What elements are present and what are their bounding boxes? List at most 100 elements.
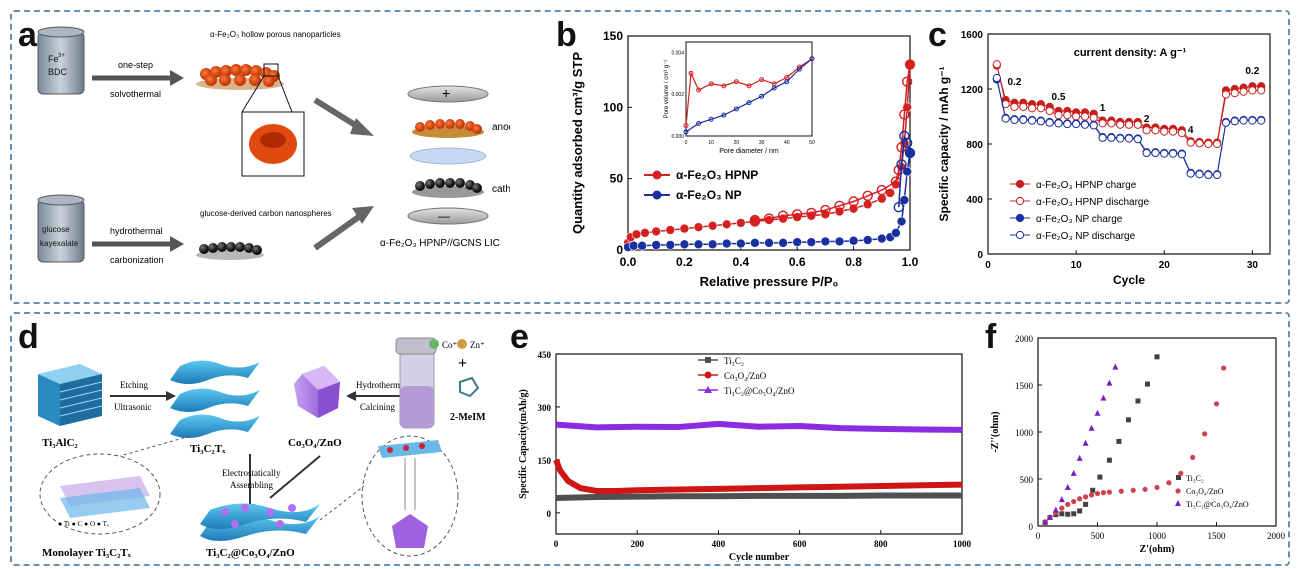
legend-label: Ti₃C₂ [724, 356, 744, 366]
legend-marker [1015, 230, 1025, 240]
data-point [1135, 398, 1141, 404]
series-point [1080, 120, 1090, 129]
data-point [1097, 474, 1103, 480]
desorption-point [820, 204, 831, 216]
y-tick-label: 400 [966, 195, 983, 206]
inset-point [809, 56, 815, 62]
adsorption-point [651, 240, 661, 250]
series-point [1142, 148, 1151, 158]
adsorption-point [693, 222, 704, 232]
y-tick-label: 1200 [961, 85, 984, 96]
y-tick-label: 500 [1020, 475, 1034, 485]
data-point [1058, 496, 1065, 503]
legend-label: α-Fe₂O₃ HPNP [676, 168, 758, 182]
precursor-jar-top: Fe 3+ BDC [37, 26, 85, 95]
minus-sign: — [438, 209, 450, 223]
adsorption-point [721, 219, 732, 230]
adsorption-point [848, 235, 859, 246]
adsorption-point [750, 238, 760, 248]
desorption-point [876, 184, 887, 196]
data-point [1112, 363, 1119, 370]
data-point [1077, 508, 1083, 514]
desorption-point [848, 196, 859, 207]
series-point [1080, 112, 1090, 121]
inset-point [796, 66, 802, 72]
series-point [1221, 118, 1231, 127]
precursor-jar-bottom: glucose kayexalate [37, 194, 85, 263]
legend-marker [1015, 213, 1025, 223]
adsorption-point [834, 236, 845, 247]
data-point [1144, 381, 1150, 387]
adsorption-point [736, 238, 746, 249]
legend-label: α-Fe₂O₃ NP discharge [1036, 231, 1136, 242]
series-point [1001, 114, 1010, 123]
x-axis-label: Cycle number [729, 552, 790, 562]
inset-point [759, 77, 765, 83]
panel-letter-a: a [18, 16, 37, 54]
series-point [1230, 117, 1239, 126]
inset-y-tick: 0.002 [671, 92, 684, 98]
etching-label: Etching [120, 380, 148, 390]
x-tick-label: 0.2 [676, 255, 693, 269]
x-axis-label: Relative pressure P/P₀ [700, 274, 839, 289]
atom-legend: ● Ti ● C ● O ● Tₓ [58, 520, 110, 528]
composite-stack [200, 503, 320, 541]
inset-point [784, 79, 790, 85]
data-point [1083, 494, 1089, 500]
rate-label: 0.2 [1245, 66, 1259, 77]
series-point [1054, 119, 1063, 128]
product-bottom-label: glucose-derived carbon nanospheres [200, 209, 332, 218]
x-axis-label: Cycle [1113, 273, 1145, 287]
data-point [1100, 394, 1107, 401]
series-point [1089, 113, 1098, 122]
interface-zoom [378, 440, 442, 548]
adsorption-point [891, 228, 901, 238]
data-point [1213, 401, 1220, 407]
series-point [1257, 86, 1266, 95]
inset-point [733, 79, 739, 85]
jar-label-kayexalate: kayexalate [40, 239, 79, 248]
y-axis-label: -Z''(ohm) [990, 411, 1001, 452]
series-band [555, 492, 962, 501]
series-point [1239, 87, 1248, 96]
legend-marker [705, 357, 711, 363]
data-point [1100, 490, 1107, 496]
series-point [1168, 127, 1178, 136]
adsorption-point [778, 238, 788, 248]
legend-marker [1176, 475, 1181, 480]
adsorption-point [792, 237, 802, 247]
y-axis-label: Specific capacity / mAh g⁻¹ [937, 66, 951, 221]
data-point [1166, 480, 1172, 486]
series-point [1195, 170, 1204, 179]
series-point [1213, 139, 1222, 149]
co3o4-zno-label: Co₃O₄/ZnO [288, 437, 342, 449]
data-point [1064, 483, 1071, 490]
series-point [1186, 169, 1195, 178]
inset-x-tick: 30 [759, 140, 765, 146]
legend-label: α-Fe₂O₃ HPNP charge [1036, 180, 1137, 191]
series-point [1107, 119, 1116, 128]
inset-point [759, 93, 765, 99]
data-point [1082, 439, 1089, 446]
legend-label: Ti₃C₂@Co₃O₄/ZnO [1186, 500, 1249, 509]
data-point [1221, 365, 1227, 371]
jar-label-fe: Fe [48, 54, 59, 64]
series-point [1160, 149, 1169, 158]
desorption-point [834, 200, 845, 211]
legend-label: Ti₃C₂ [1186, 474, 1204, 483]
series-point [1063, 119, 1072, 129]
plot-frame [627, 35, 911, 251]
legend-label: α-Fe₂O₃ NP [676, 188, 742, 202]
series-point [1257, 116, 1266, 125]
desorption-point [791, 209, 803, 220]
x-tick-label: 1000 [953, 539, 972, 549]
adsorption-point [693, 239, 704, 250]
adsorption-point [902, 166, 912, 177]
series-point [1027, 116, 1037, 125]
panel-letter-f: f [985, 318, 997, 356]
y-tick-label: 0 [547, 509, 552, 519]
data-point [1202, 431, 1208, 437]
adsorption-point [876, 193, 887, 204]
inset-x-tick: 20 [734, 140, 740, 146]
panel-letter-c: c [928, 16, 947, 54]
